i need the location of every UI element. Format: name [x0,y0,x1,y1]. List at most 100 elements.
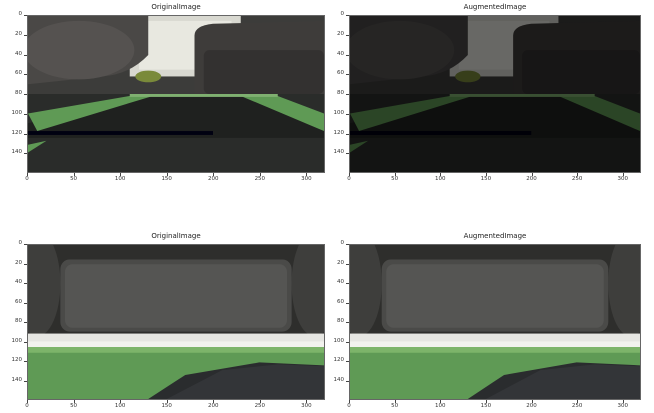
x-tick-mark [259,400,261,403]
x-tick-mark [485,173,487,176]
x-tick-mark [27,400,28,403]
x-tick-mark [73,173,75,176]
x-tick-mark [259,173,261,176]
y-tick-label: 100 [11,337,23,344]
x-tick-label: 250 [254,403,266,409]
y-tick-mark [24,380,27,382]
y-tick-label: 0 [340,11,345,17]
x-tick-label: 0 [347,403,351,409]
x-tick-label: 250 [254,176,266,182]
y-tick-mark [346,94,349,95]
x-tick-mark [485,400,487,403]
x-tick-label: 300 [617,176,629,182]
y-tick-mark [24,94,27,95]
y-tick-label: 60 [337,298,344,305]
figure-panel: AugmentedImage 0 20 40 60 80 100 120 140 0 50 100 1… [334,3,641,182]
x-tick-label: 200 [526,403,537,409]
y-tick-mark [346,15,349,16]
y-tick-label: 120 [11,129,23,136]
x-tick-mark [306,400,308,403]
x-tick-label: 50 [70,176,78,182]
x-tick-label: 0 [25,176,29,182]
x-tick-mark [531,400,533,403]
y-tick-label: 60 [337,70,344,77]
panel-title: OriginalImage [151,232,201,240]
panel-title: OriginalImage [151,3,201,11]
y-tick-label: 40 [15,50,22,57]
y-tick-mark [24,113,27,115]
x-tick-label: 300 [617,403,629,409]
y-tick-label: 80 [337,318,344,324]
figure-panel: OriginalImage 0 20 40 60 80 100 120 140 0 50 100 15… [12,232,325,409]
y-tick-mark [346,283,349,284]
y-tick-mark [346,244,349,245]
y-tick-mark [346,133,349,135]
y-tick-label: 60 [15,298,22,305]
x-tick-label: 100 [435,403,446,409]
x-tick-label: 150 [480,403,492,409]
y-tick-mark [24,283,27,284]
x-tick-label: 300 [301,176,312,182]
camera-frame-image [27,15,325,173]
x-tick-label: 0 [25,403,29,409]
y-tick-label: 40 [15,279,22,285]
x-tick-label: 150 [480,176,492,182]
y-tick-label: 0 [340,240,345,246]
y-tick-mark [346,34,349,36]
y-tick-label: 0 [18,11,23,17]
x-tick-mark [349,173,350,176]
y-tick-label: 40 [337,279,344,285]
x-tick-mark [622,400,624,403]
y-tick-label: 20 [337,259,344,266]
y-tick-mark [346,263,349,265]
y-tick-label: 100 [333,337,345,344]
y-tick-mark [346,153,349,155]
camera-frame-image [349,244,641,400]
x-tick-mark [440,173,442,176]
y-tick-label: 140 [11,376,23,383]
x-tick-mark [73,400,75,403]
x-tick-mark [622,173,624,176]
x-tick-label: 100 [114,403,126,409]
x-tick-label: 300 [301,403,312,409]
y-tick-mark [346,113,349,115]
y-tick-mark [346,341,349,343]
y-tick-label: 20 [15,30,22,37]
x-tick-mark [27,173,28,176]
y-tick-label: 120 [333,357,345,363]
y-tick-mark [24,15,27,16]
x-tick-mark [213,400,215,403]
y-tick-mark [24,244,27,245]
y-tick-mark [24,302,27,304]
y-tick-mark [24,54,27,56]
x-tick-label: 200 [208,403,219,409]
x-tick-label: 50 [70,403,78,409]
x-tick-label: 250 [571,403,583,409]
y-tick-mark [24,34,27,36]
y-tick-mark [346,361,349,362]
y-tick-label: 120 [11,357,23,363]
x-tick-mark [440,400,442,403]
figure-panel: OriginalImage 0 20 40 60 80 100 120 140 0 50 100 15… [12,3,325,182]
y-tick-label: 80 [15,318,22,324]
x-tick-mark [166,400,168,403]
y-tick-mark [346,54,349,56]
y-tick-mark [24,341,27,343]
y-tick-label: 100 [333,109,345,116]
x-tick-mark [394,400,396,403]
y-tick-mark [346,380,349,382]
x-tick-mark [577,173,579,176]
y-tick-mark [24,133,27,135]
x-tick-mark [349,400,350,403]
camera-frame-image [27,244,325,400]
x-tick-label: 200 [208,176,219,182]
y-tick-label: 0 [18,240,23,246]
x-tick-mark [120,173,122,176]
x-tick-mark [306,173,308,176]
y-tick-label: 20 [337,30,344,37]
x-tick-mark [577,400,579,403]
x-tick-label: 200 [526,176,537,182]
y-tick-label: 60 [15,70,22,77]
x-tick-label: 50 [391,176,399,182]
y-tick-label: 140 [333,149,345,156]
